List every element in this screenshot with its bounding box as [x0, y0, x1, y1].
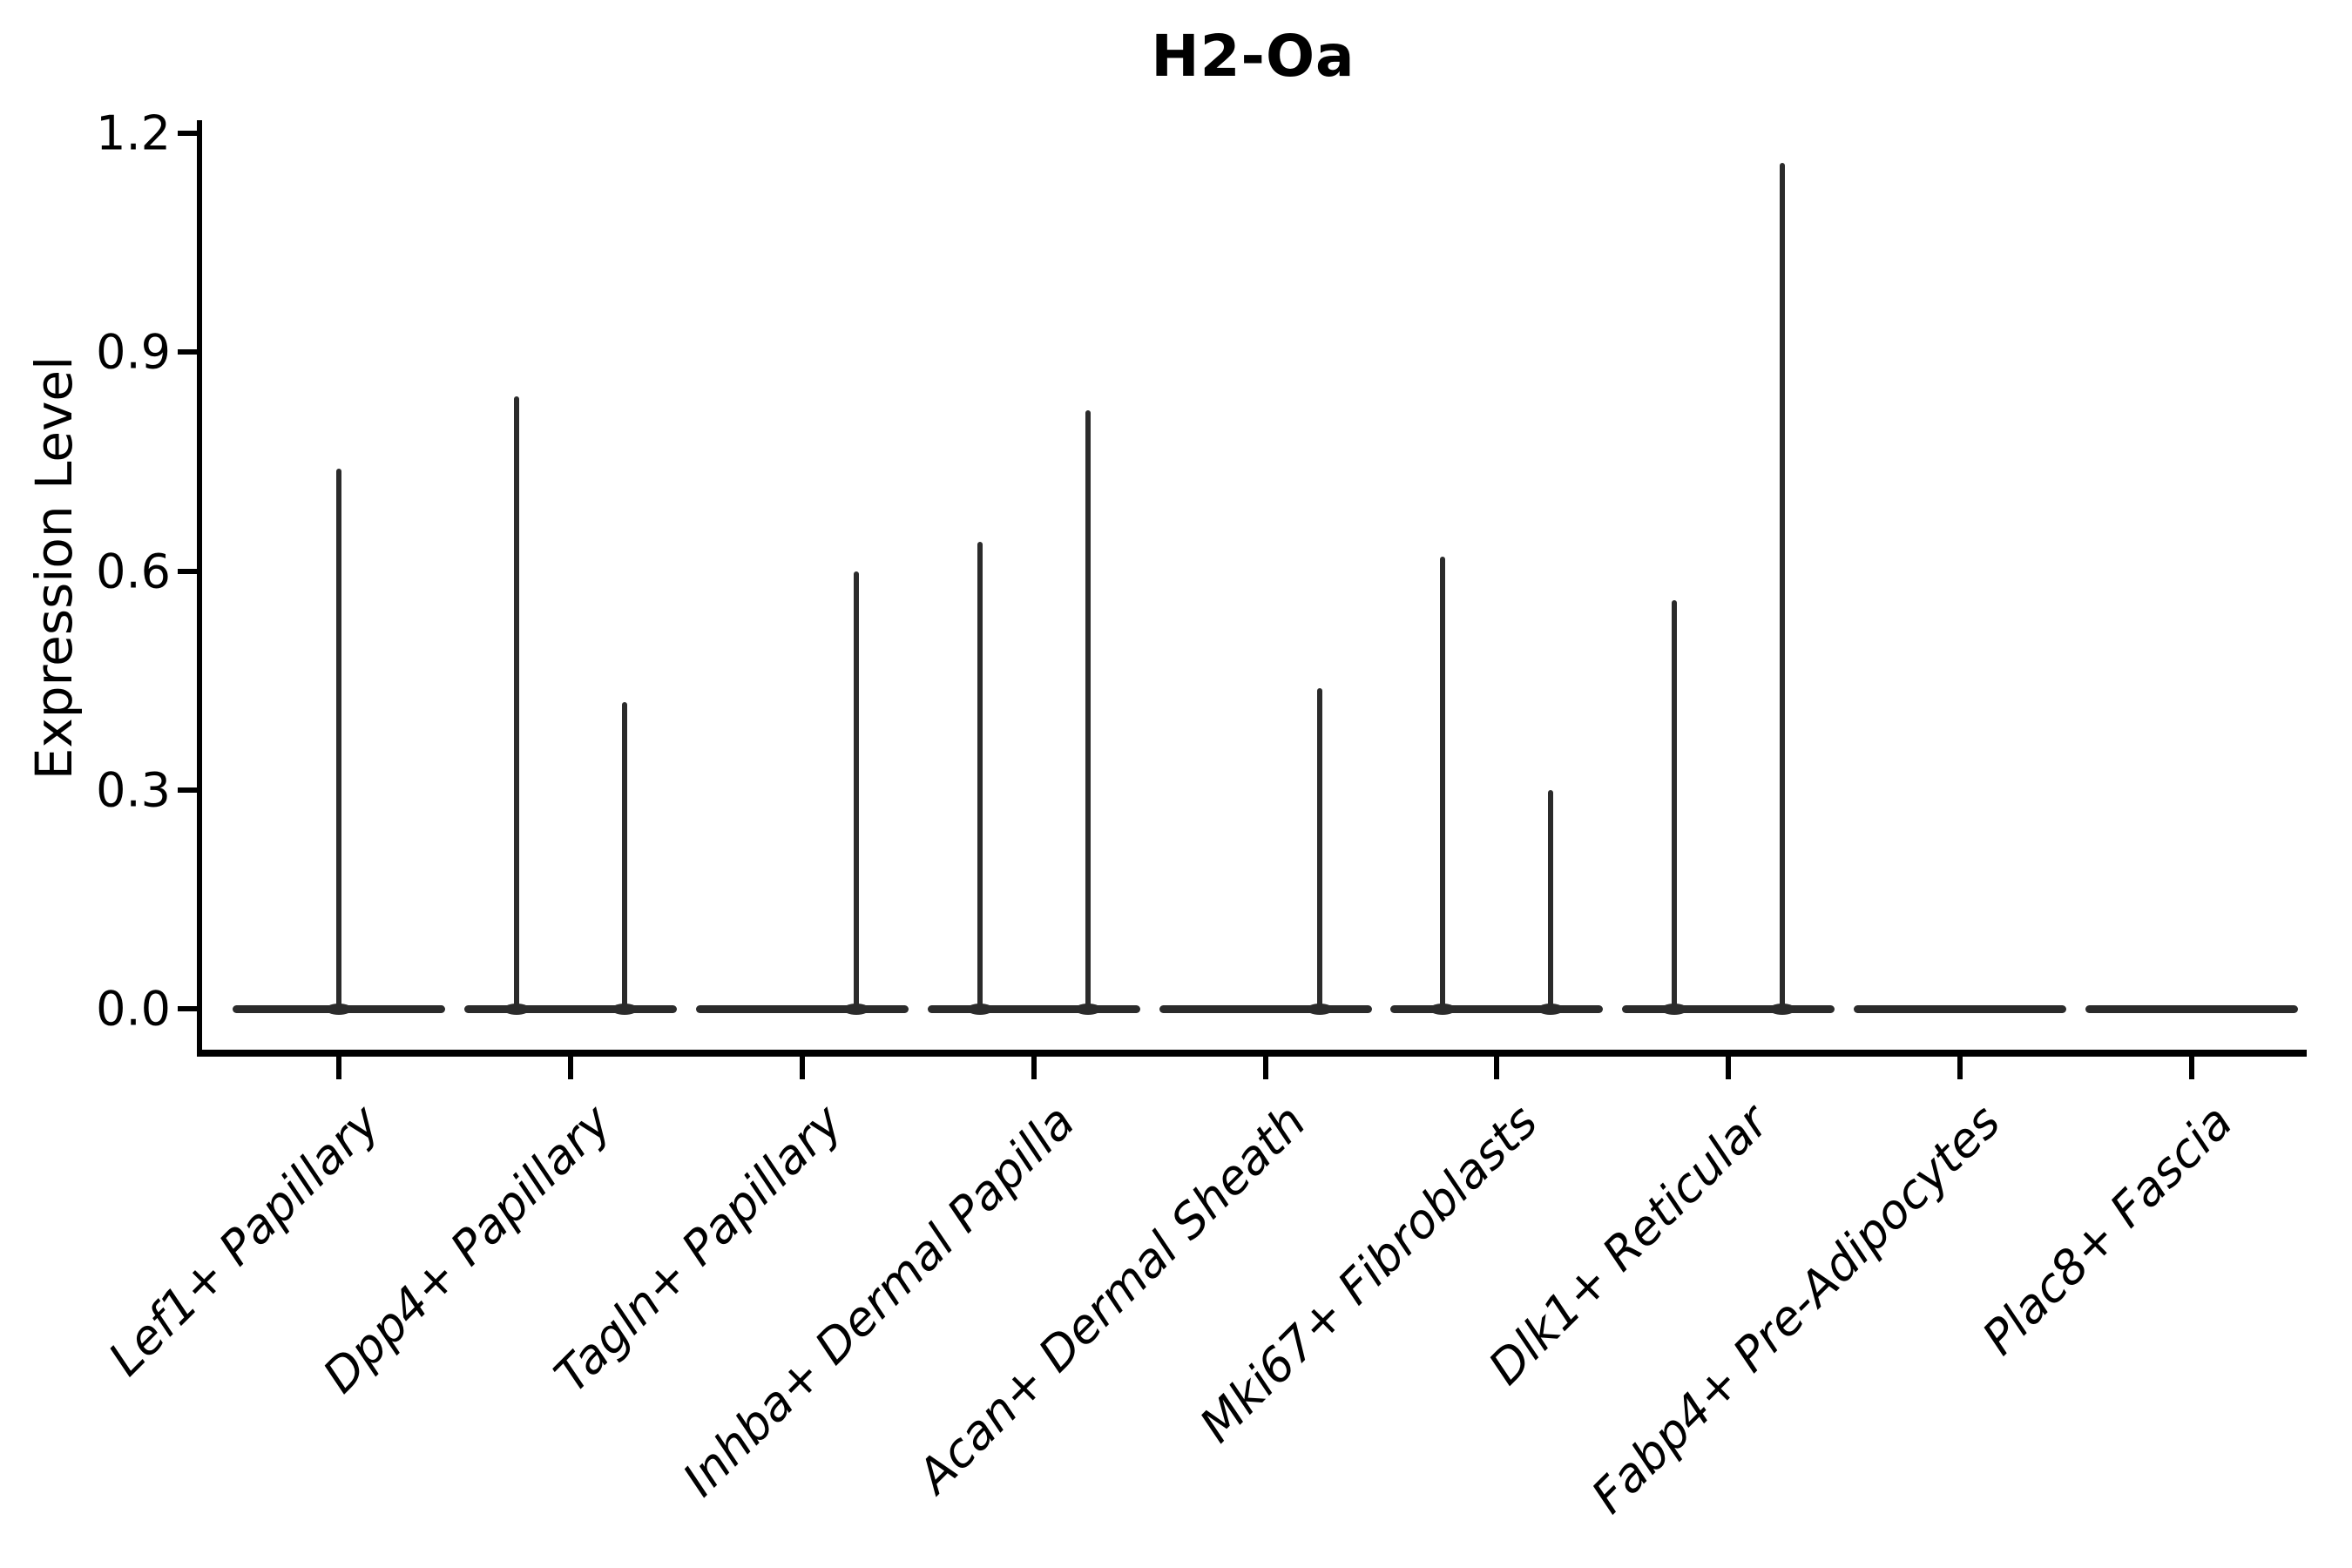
violin-spike-base	[1429, 1004, 1456, 1015]
violin-body	[2085, 1005, 2298, 1013]
violin-spike	[1780, 162, 1786, 1009]
y-tick-mark	[178, 1006, 200, 1011]
violin-spike-base	[1538, 1004, 1565, 1015]
violin-body	[1159, 1005, 1372, 1013]
violin-spike	[854, 571, 859, 1009]
x-tick-mark	[1031, 1057, 1037, 1079]
y-tick-label: 0.9	[96, 324, 171, 380]
violin-spike-base	[1074, 1004, 1101, 1015]
violin-spike	[1548, 789, 1554, 1009]
violin-body	[927, 1005, 1140, 1013]
x-tick-mark	[2188, 1057, 2194, 1079]
y-axis-spine	[197, 120, 202, 1055]
x-axis-spine	[197, 1050, 2307, 1057]
violin-spike-base	[504, 1004, 531, 1015]
x-tick-label: Fabp4+ Pre-Adipocytes	[1581, 1094, 2011, 1524]
violin-spike	[1440, 556, 1446, 1009]
x-tick-mark	[568, 1057, 574, 1079]
y-tick-label: 0.3	[96, 762, 171, 818]
x-tick-label: Acan+ Dermal Sheath	[907, 1094, 1317, 1504]
x-tick-mark	[1262, 1057, 1268, 1079]
violin-spike	[1672, 600, 1678, 1009]
violin-spike-base	[966, 1004, 993, 1015]
violin-spike-base	[1306, 1004, 1333, 1015]
violin-spike	[514, 395, 520, 1009]
violin-spike	[977, 542, 983, 1009]
x-tick-mark	[336, 1057, 342, 1079]
x-tick-mark	[1957, 1057, 1963, 1079]
chart-title: H2-Oa	[1151, 23, 1355, 90]
violin-body	[464, 1005, 678, 1013]
violin-body	[1622, 1005, 1835, 1013]
violin-spike-base	[1769, 1004, 1796, 1015]
violin-spike	[622, 702, 628, 1009]
violin-spike	[1316, 687, 1322, 1009]
violin-spike	[336, 469, 342, 1009]
y-tick-label: 0.6	[96, 544, 171, 598]
violin-spike-base	[843, 1004, 869, 1015]
x-tick-mark	[1494, 1057, 1500, 1079]
violin-spike-base	[612, 1004, 639, 1015]
x-tick-label: Inhba+ Dermal Papilla	[672, 1094, 1085, 1507]
x-tick-mark	[800, 1057, 805, 1079]
x-tick-mark	[1726, 1057, 1732, 1079]
y-tick-mark	[178, 349, 200, 355]
violin-spike-base	[326, 1004, 353, 1015]
violin-spike-base	[1661, 1004, 1688, 1015]
y-tick-label: 1.2	[96, 105, 171, 161]
violin-spike	[1085, 410, 1091, 1009]
y-tick-label: 0.0	[96, 981, 171, 1037]
y-tick-mark	[178, 131, 200, 136]
violin-body	[1854, 1005, 2066, 1013]
y-tick-mark	[178, 568, 200, 574]
y-tick-mark	[178, 787, 200, 793]
violin-body	[1390, 1005, 1604, 1013]
violin-body	[696, 1005, 909, 1013]
y-axis-label: Expression Level	[24, 355, 84, 781]
x-tick-label: Plac8+ Fascia	[1971, 1094, 2243, 1366]
